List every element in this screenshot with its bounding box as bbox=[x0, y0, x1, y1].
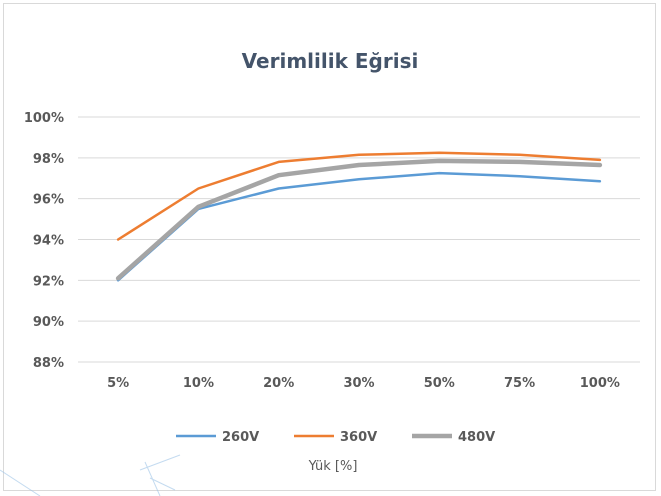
y-tick-label: 92% bbox=[33, 274, 64, 289]
x-tick-label: 5% bbox=[107, 376, 129, 391]
x-tick-label: 30% bbox=[343, 376, 374, 391]
x-axis-ticks: 5% 10% 20% 30% 50% 75% 100% bbox=[107, 376, 620, 391]
y-tick-label: 88% bbox=[33, 356, 64, 371]
x-tick-label: 75% bbox=[504, 376, 535, 391]
chart-title: Verimlilik Eğrisi bbox=[242, 49, 419, 73]
x-tick-label: 20% bbox=[263, 376, 294, 391]
legend-label-360v: 360V bbox=[340, 430, 377, 445]
y-tick-label: 98% bbox=[33, 152, 64, 167]
y-tick-label: 96% bbox=[33, 193, 64, 208]
x-tick-label: 50% bbox=[424, 376, 455, 391]
y-tick-label: 90% bbox=[33, 315, 64, 330]
legend: 260V 360V 480V bbox=[176, 430, 495, 445]
grid-layer bbox=[78, 116, 640, 363]
series-layer bbox=[115, 151, 603, 282]
y-tick-label: 94% bbox=[33, 234, 64, 249]
x-tick-label: 100% bbox=[580, 376, 620, 391]
chart-frame bbox=[3, 3, 656, 491]
x-axis-label: Yük [%] bbox=[308, 459, 358, 474]
legend-label-480v: 480V bbox=[458, 430, 495, 445]
y-tick-label: 100% bbox=[24, 111, 64, 126]
x-tick-label: 10% bbox=[183, 376, 214, 391]
legend-label-260v: 260V bbox=[222, 430, 259, 445]
decorative-lines bbox=[0, 454, 181, 496]
series-line-260v bbox=[116, 171, 602, 282]
y-axis-ticks: 88% 90% 92% 94% 96% 98% 100% bbox=[24, 111, 64, 371]
